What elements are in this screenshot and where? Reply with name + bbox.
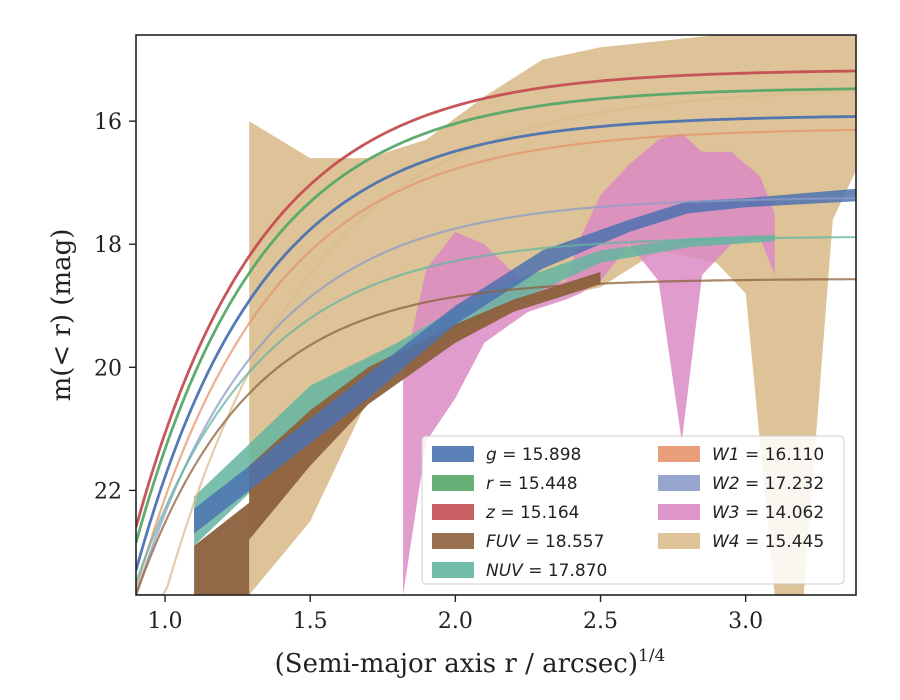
curve-w4 bbox=[136, 90, 856, 595]
x-tick-label: 1.0 bbox=[148, 609, 183, 634]
legend-label-w3: W3 = 14.062 bbox=[712, 503, 824, 523]
model-curves bbox=[136, 69, 856, 595]
x-tick-label: 2.5 bbox=[583, 609, 618, 634]
legend-swatch-w3 bbox=[658, 504, 700, 520]
y-tick-label: 16 bbox=[94, 110, 122, 135]
x-tick-label: 3.0 bbox=[728, 609, 763, 634]
legend-swatch-nuv bbox=[432, 562, 474, 578]
legend-swatch-w2 bbox=[658, 475, 700, 491]
y-tick-label: 18 bbox=[94, 233, 122, 258]
curve-r bbox=[136, 87, 856, 544]
legend-label-z: z = 15.164 bbox=[485, 503, 579, 523]
legend-swatch-fuv bbox=[432, 533, 474, 549]
legend-swatch-z bbox=[432, 504, 474, 520]
legend-swatch-w4 bbox=[658, 533, 700, 549]
legend-label-w1: W1 = 16.110 bbox=[712, 445, 824, 465]
x-axis-label: (Semi-major axis r / arcsec)1/4 bbox=[275, 646, 666, 679]
plot-frame bbox=[135, 34, 857, 596]
curve-g bbox=[136, 115, 856, 571]
legend-swatch-w1 bbox=[658, 446, 700, 462]
curve-nuv bbox=[136, 236, 856, 584]
curve-z bbox=[136, 69, 856, 528]
y-axis-ticks: 16 18 20 22 bbox=[94, 110, 136, 504]
legend-label-nuv: NUV = 17.870 bbox=[486, 561, 607, 581]
legend-label-w2: W2 = 17.232 bbox=[712, 474, 824, 494]
legend-box bbox=[421, 435, 845, 585]
curve-fuv bbox=[136, 278, 856, 595]
y-tick-label: 22 bbox=[94, 479, 122, 504]
legend-label-g: g = 15.898 bbox=[486, 445, 581, 465]
y-axis-label: m(< r) (mag) bbox=[47, 229, 77, 402]
x-tick-label: 1.5 bbox=[293, 609, 328, 634]
legend-swatch-r bbox=[432, 475, 474, 491]
band-w3 bbox=[403, 133, 775, 595]
x-tick-label: 2.0 bbox=[438, 609, 473, 634]
band-fuv bbox=[194, 271, 601, 595]
x-axis-ticks: 1.0 1.5 2.0 2.5 3.0 bbox=[148, 595, 763, 634]
y-tick-label: 20 bbox=[94, 356, 122, 381]
legend: g = 15.898 r = 15.448 z = 15.164 FUV = 18.5… bbox=[421, 435, 845, 585]
legend-swatch-g bbox=[432, 446, 474, 462]
legend-label-r: r = 15.448 bbox=[486, 474, 578, 494]
uncertainty-bands bbox=[194, 35, 856, 595]
legend-label-w4: W4 = 15.445 bbox=[712, 532, 824, 552]
curve-w1 bbox=[136, 128, 856, 590]
legend-label-fuv: FUV = 18.557 bbox=[486, 532, 604, 552]
curve-w2 bbox=[136, 197, 856, 595]
